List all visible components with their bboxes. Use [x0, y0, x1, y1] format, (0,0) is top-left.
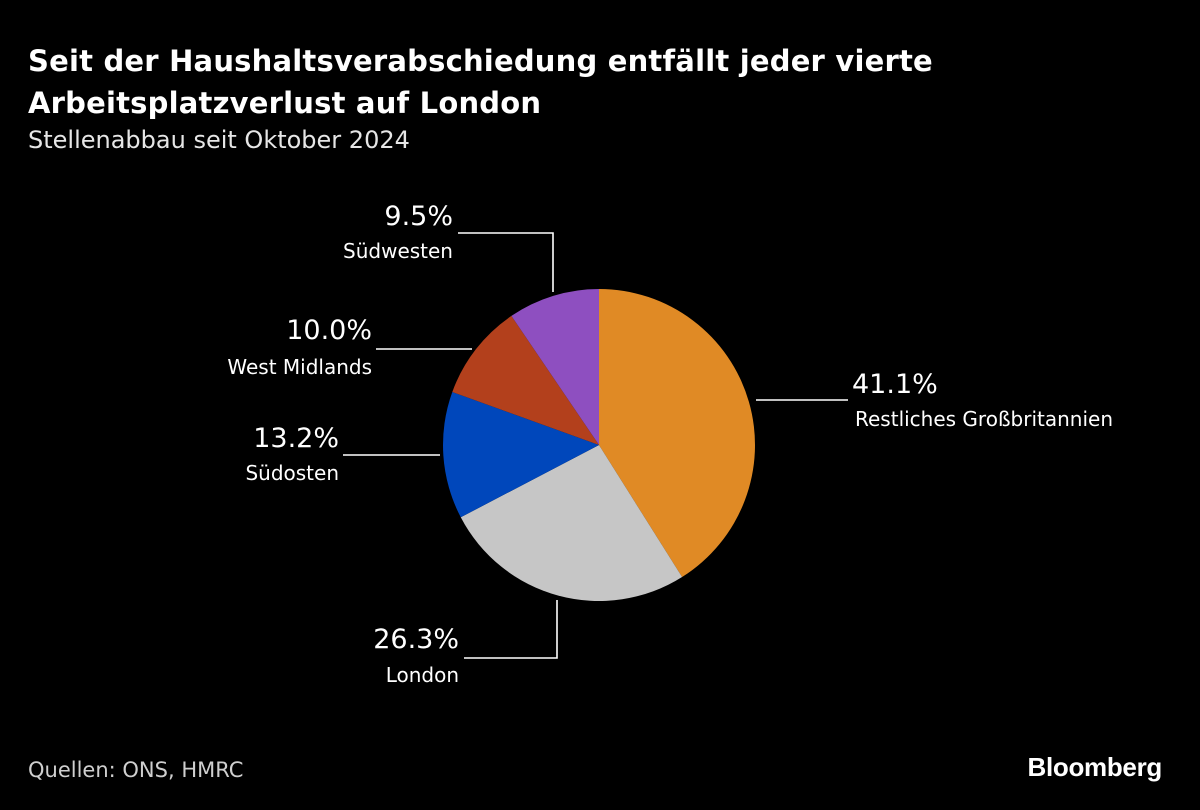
category-label-west-midlands: West Midlands	[227, 355, 372, 379]
leader-line-suedwesten	[458, 232, 554, 292]
chart-title: Seit der Haushaltsverabschiedung entfäll…	[28, 44, 933, 120]
bloomberg-logo: Bloomberg	[1027, 752, 1162, 782]
pie-slice-suedwesten	[511, 289, 599, 445]
data-label-suedwesten: 9.5%	[384, 201, 453, 232]
pie-slice-london	[460, 445, 683, 601]
source-note: Quellen: ONS, HMRC	[28, 758, 244, 782]
category-label-suedwesten: Südwesten	[343, 239, 453, 263]
chart-subtitle: Stellenabbau seit Oktober 2024	[28, 126, 410, 154]
category-label-suedosten: Südosten	[245, 461, 339, 485]
pie-slice-suedosten	[443, 391, 599, 518]
pie-slice-west-midlands	[452, 315, 599, 445]
data-label-suedosten: 13.2%	[253, 423, 339, 454]
data-label-west-midlands: 10.0%	[286, 315, 372, 346]
category-label-london: London	[386, 663, 459, 687]
pie-slices	[443, 289, 755, 601]
data-label-london: 26.3%	[373, 624, 459, 655]
pie-slice-restliches-grossbritannien	[599, 289, 755, 578]
leader-line-london	[464, 600, 558, 659]
data-label-restliches-grossbritannien: 41.1%	[852, 369, 938, 400]
pie-labels: 41.1% Restliches Großbritannien 26.3% Londo…	[227, 201, 1113, 687]
category-label-restliches-grossbritannien: Restliches Großbritannien	[855, 407, 1113, 431]
